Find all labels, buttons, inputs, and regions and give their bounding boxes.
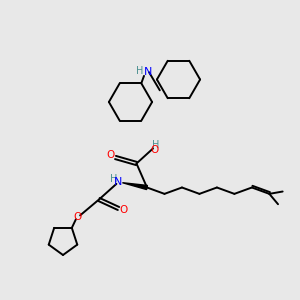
Text: O: O: [74, 212, 82, 223]
Text: O: O: [119, 205, 128, 215]
Text: H: H: [152, 140, 160, 150]
Text: O: O: [150, 145, 159, 155]
Text: O: O: [106, 150, 115, 160]
Text: N: N: [144, 67, 152, 77]
Text: H: H: [110, 173, 117, 184]
Text: N: N: [114, 177, 123, 187]
Text: H: H: [136, 65, 143, 76]
Polygon shape: [122, 183, 147, 190]
